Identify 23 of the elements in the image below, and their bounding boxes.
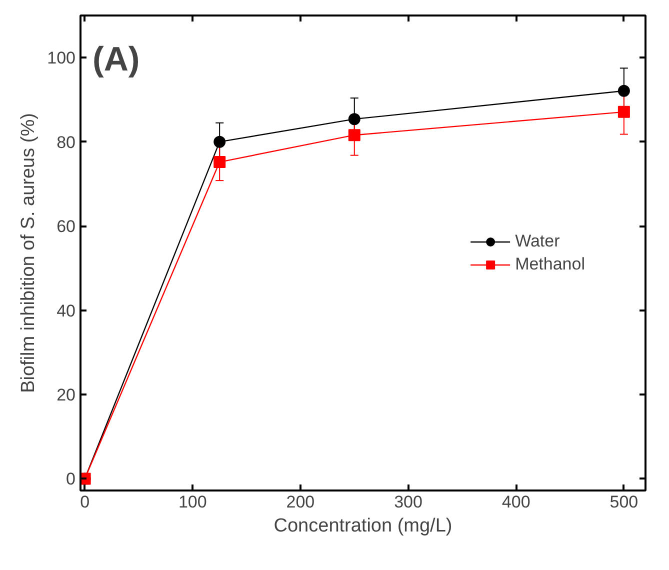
legend-label: Water bbox=[515, 231, 560, 251]
y-tick-label: 60 bbox=[56, 217, 76, 236]
x-tick-label: 300 bbox=[394, 492, 422, 512]
y-axis-title: Biofilm inhibition of S. aureus (%) bbox=[18, 113, 40, 393]
x-axis-title: Concentration (mg/L) bbox=[274, 516, 452, 536]
y-tick-label: 100 bbox=[47, 48, 76, 68]
point bbox=[618, 84, 630, 97]
x-tick-label: 0 bbox=[80, 492, 90, 512]
annotation: (A) bbox=[92, 40, 140, 78]
x-tick-label: 400 bbox=[502, 492, 530, 512]
point bbox=[348, 129, 360, 142]
x-tick-label: 200 bbox=[286, 492, 315, 512]
legend-label: Methanol bbox=[515, 254, 585, 274]
y-tick-label: 40 bbox=[56, 301, 76, 320]
point bbox=[214, 136, 226, 148]
point bbox=[618, 106, 630, 118]
point bbox=[348, 113, 360, 126]
point bbox=[214, 156, 226, 168]
x-tick-label: 100 bbox=[178, 492, 207, 512]
y-tick-label: 0 bbox=[66, 470, 76, 489]
x-tick-label: 500 bbox=[610, 492, 638, 512]
y-tick-label: 20 bbox=[56, 385, 76, 404]
y-tick-label: 80 bbox=[56, 132, 76, 152]
